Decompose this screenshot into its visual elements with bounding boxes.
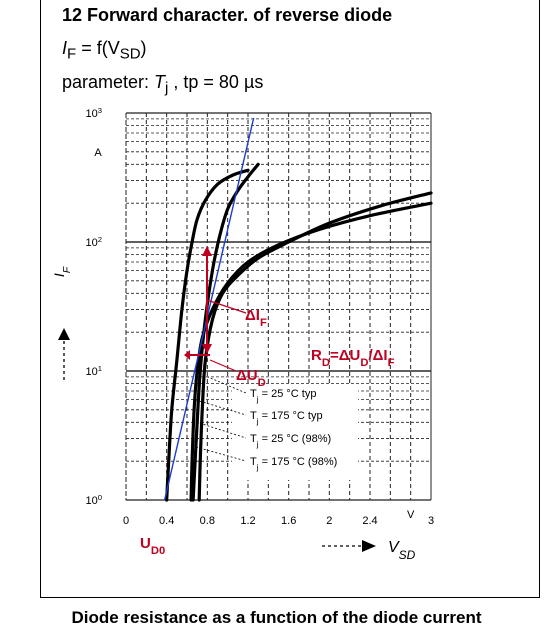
x-axis-arrow-head bbox=[362, 540, 376, 552]
series-line-1 bbox=[191, 162, 260, 502]
legend-leader bbox=[195, 446, 247, 462]
param-tj: T bbox=[154, 72, 166, 92]
delta-if-label: ΔIF bbox=[245, 307, 267, 329]
y-axis-label: IF bbox=[51, 266, 73, 277]
y-axis-arrow-head bbox=[58, 328, 70, 340]
function-lhs: I bbox=[62, 38, 68, 58]
param-prefix: parameter: bbox=[62, 72, 155, 92]
delta-ud-label: ΔUD bbox=[236, 367, 266, 389]
chart-series bbox=[163, 117, 433, 502]
delta-ud-leader bbox=[209, 359, 237, 372]
chart-legend: Tj = 25 °C typ Tj = 175 °C typ Tj = 25 °C … bbox=[195, 371, 358, 480]
legend-leader bbox=[195, 399, 247, 416]
series-line-2 bbox=[165, 168, 250, 502]
figure-frame bbox=[40, 0, 540, 598]
x-tick-label: 3 bbox=[428, 515, 434, 527]
plot-frame bbox=[125, 112, 432, 501]
legend-entry-1: Tj = 25 °C typ bbox=[250, 388, 316, 404]
function-lhs-sub: F bbox=[67, 45, 77, 63]
x-tick-label: V bbox=[407, 509, 415, 521]
x-tick-label: 2.4 bbox=[362, 515, 377, 527]
legend-entry-4: Tj = 175 °C (98%) bbox=[250, 456, 337, 472]
delta-if-leader bbox=[206, 299, 247, 314]
legend-entry-2: Tj = 175 °C typ bbox=[250, 410, 323, 426]
function-close: ) bbox=[140, 38, 147, 58]
chart-annotations: ΔIF ΔUD RD=ΔUD/ΔIF UD0 bbox=[140, 246, 395, 557]
parameter-label: parameter: Tj , tp = 80 µs bbox=[62, 72, 263, 97]
y-unit-label: A bbox=[94, 147, 102, 159]
legend-entry-3: Tj = 25 °C (98%) bbox=[250, 433, 331, 449]
series-line-3 bbox=[197, 191, 433, 502]
function-mid: = f(V bbox=[76, 38, 120, 58]
delta-if-arrow-head-top bbox=[202, 246, 212, 256]
tangent-line bbox=[163, 117, 255, 501]
figure-title: 12 Forward character. of reverse diode bbox=[62, 5, 393, 25]
delta-ud-arrow-head-left bbox=[184, 350, 190, 360]
x-tick-label: 0.8 bbox=[200, 515, 215, 527]
series-line-4 bbox=[189, 201, 433, 502]
y-tick-label: 100 bbox=[85, 493, 102, 508]
rd-formula: RD=ΔUD/ΔIF bbox=[311, 347, 395, 369]
legend-background bbox=[232, 384, 358, 480]
x-tick-label: 0 bbox=[123, 515, 129, 527]
function-label: IF = f(VSD) bbox=[62, 38, 147, 63]
y-tick-label: 101 bbox=[85, 364, 102, 379]
delta-if-arrow-head-bottom bbox=[202, 344, 212, 354]
function-sub: SD bbox=[119, 45, 141, 63]
x-tick-label: 0.4 bbox=[159, 515, 174, 527]
legend-leader bbox=[195, 371, 247, 394]
y-tick-label: 102 bbox=[85, 235, 102, 250]
x-axis-label: VSD bbox=[388, 539, 416, 562]
legend-leader bbox=[195, 421, 247, 439]
x-tick-label: 1.2 bbox=[240, 515, 255, 527]
chart-axes: 0 0.4 0.8 1.2 1.6 2 2.4 V 3 100 101 102 103 A IF VSD bbox=[51, 106, 434, 563]
param-tj-sub: j bbox=[165, 79, 169, 97]
figure-caption: Diode resistance as a function of the di… bbox=[71, 608, 482, 627]
x-tick-label: 1.6 bbox=[281, 515, 296, 527]
y-tick-label: 103 bbox=[85, 106, 102, 121]
param-tp: , tp = 80 µs bbox=[168, 72, 264, 92]
ud0-label: UD0 bbox=[140, 535, 165, 557]
x-tick-label: 2 bbox=[326, 515, 332, 527]
